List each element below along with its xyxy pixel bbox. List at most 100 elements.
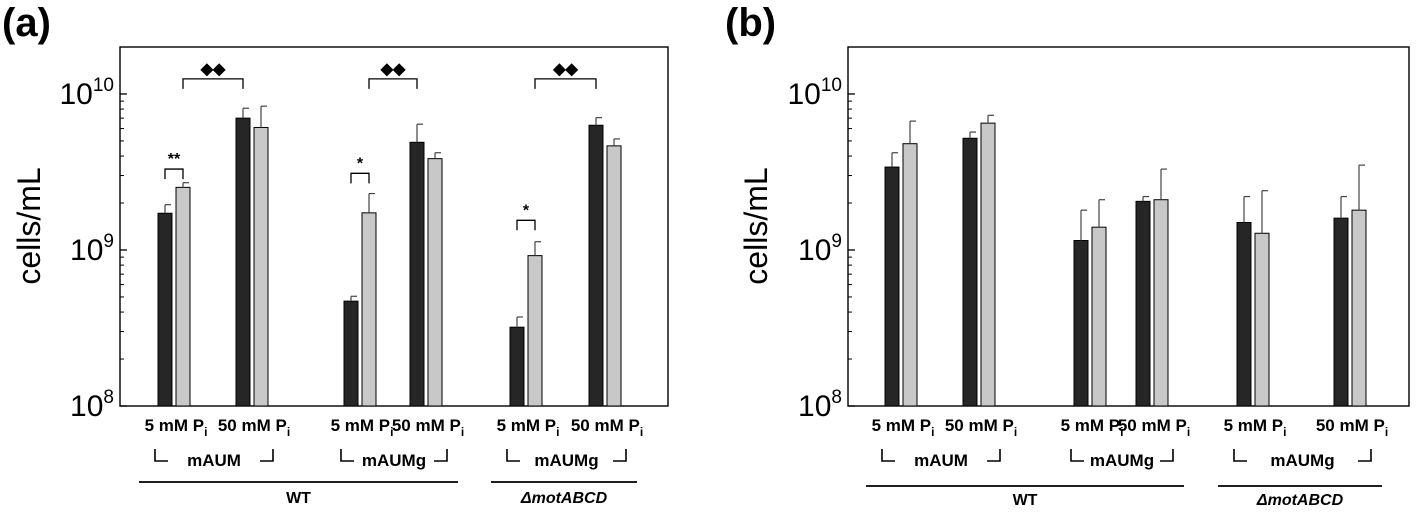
- significance-bracket: [182, 78, 244, 89]
- y-tick-base: 10: [798, 390, 831, 423]
- bar-dark: [343, 300, 359, 407]
- x-category-subscript: i: [1385, 425, 1388, 439]
- significance-bracket: [350, 172, 370, 184]
- x-category-main: 5 mM P: [1224, 416, 1284, 435]
- group-label: mAUMg: [1270, 451, 1334, 470]
- plot-frame: [119, 46, 669, 407]
- bar-dark: [235, 117, 251, 407]
- x-category-subscript: i: [1187, 425, 1190, 439]
- significance-label: ◆◆: [552, 61, 578, 78]
- x-category-label: 5 mM Pi: [497, 416, 560, 439]
- x-category-label: 5 mM Pi: [331, 416, 394, 439]
- x-category-main: 50 mM P: [945, 416, 1014, 435]
- group-label: mAUM: [914, 451, 968, 470]
- panel-label: (b): [725, 1, 776, 45]
- bar-dark: [588, 124, 604, 407]
- x-category-subscript: i: [1120, 425, 1123, 439]
- bar-light: [1351, 209, 1367, 407]
- y-tick-label: 108: [798, 387, 842, 423]
- group-bracket-left: [154, 449, 168, 462]
- y-tick-label: 108: [70, 387, 114, 423]
- y-tick-label: 1010: [59, 75, 114, 111]
- y-tick-exponent: 9: [103, 231, 114, 252]
- significance-label: ◆◆: [200, 61, 226, 78]
- significance-bracket: [164, 168, 184, 180]
- significance-label: ◆◆: [380, 61, 406, 78]
- bar-dark: [962, 137, 978, 407]
- x-category-label: 5 mM Pi: [145, 416, 208, 439]
- x-category-subscript: i: [287, 425, 290, 439]
- bar-dark: [409, 141, 425, 407]
- x-category-main: 5 mM P: [1061, 416, 1121, 435]
- group-label: mAUMg: [362, 451, 426, 470]
- x-category-main: 50 mM P: [571, 416, 640, 435]
- bar-dark: [157, 212, 173, 407]
- y-tick-exponent: 9: [831, 231, 842, 252]
- bar-dark: [1333, 217, 1349, 407]
- y-tick-label: 1010: [787, 75, 842, 111]
- group-bracket-right: [613, 449, 627, 462]
- panel-label: (a): [2, 1, 51, 45]
- bar-dark: [1236, 222, 1252, 407]
- x-category-label: 5 mM Pi: [1061, 416, 1124, 439]
- y-tick-base: 10: [798, 234, 831, 267]
- bar-light: [902, 143, 918, 407]
- bar-light: [980, 122, 996, 407]
- x-category-label: 50 mM Pi: [1316, 416, 1388, 439]
- x-category-main: 5 mM P: [872, 416, 932, 435]
- strain-label: ΔmotABCD: [1256, 492, 1344, 509]
- strain-label: WT: [1013, 492, 1038, 509]
- significance-bracket: [534, 78, 597, 89]
- y-tick-base: 10: [59, 78, 92, 111]
- y-tick-exponent: 8: [831, 387, 842, 408]
- x-category-subscript: i: [461, 425, 464, 439]
- x-category-label: 50 mM Pi: [392, 416, 464, 439]
- x-category-label: 5 mM Pi: [1224, 416, 1287, 439]
- strain-label: ΔmotABCD: [520, 490, 608, 507]
- group-bracket-right: [987, 449, 1001, 462]
- group-label: mAUMg: [1090, 451, 1154, 470]
- x-category-main: 50 mM P: [1118, 416, 1187, 435]
- y-tick-base: 10: [70, 390, 103, 423]
- x-category-subscript: i: [931, 425, 934, 439]
- x-category-subscript: i: [640, 425, 643, 439]
- bar-dark: [509, 326, 525, 407]
- x-category-main: 5 mM P: [497, 416, 557, 435]
- y-tick-exponent: 8: [103, 387, 114, 408]
- significance-bracket: [368, 78, 418, 89]
- bar-light: [361, 212, 377, 407]
- group-bracket-left: [1233, 449, 1247, 462]
- x-category-label: 5 mM Pi: [872, 416, 935, 439]
- significance-bracket: [516, 219, 536, 231]
- significance-label: **: [168, 151, 181, 168]
- group-bracket-left: [881, 449, 895, 462]
- y-axis-label: cells/mL: [738, 167, 774, 284]
- x-category-label: 50 mM Pi: [1118, 416, 1190, 439]
- bar-light: [253, 126, 269, 407]
- x-category-main: 5 mM P: [331, 416, 391, 435]
- strain-label: WT: [286, 490, 311, 507]
- bar-light: [1153, 199, 1169, 407]
- x-category-label: 50 mM Pi: [218, 416, 290, 439]
- x-category-main: 50 mM P: [218, 416, 287, 435]
- y-tick-base: 10: [787, 78, 820, 111]
- significance-label: *: [357, 155, 364, 172]
- bar-dark: [1073, 240, 1089, 407]
- bar-light: [427, 158, 443, 407]
- bar-light: [606, 145, 622, 407]
- group-bracket-left: [506, 449, 520, 462]
- group-label: mAUMg: [534, 451, 598, 470]
- bar-dark: [1135, 200, 1151, 407]
- bar-light: [1254, 232, 1270, 407]
- plot-frame: [847, 46, 1410, 407]
- bar-dark: [884, 166, 900, 407]
- x-category-main: 50 mM P: [392, 416, 461, 435]
- y-tick-base: 10: [70, 234, 103, 267]
- y-tick-exponent: 10: [821, 75, 842, 96]
- bar-light: [175, 186, 191, 407]
- group-bracket-right: [434, 449, 448, 462]
- group-bracket-right: [1358, 449, 1372, 462]
